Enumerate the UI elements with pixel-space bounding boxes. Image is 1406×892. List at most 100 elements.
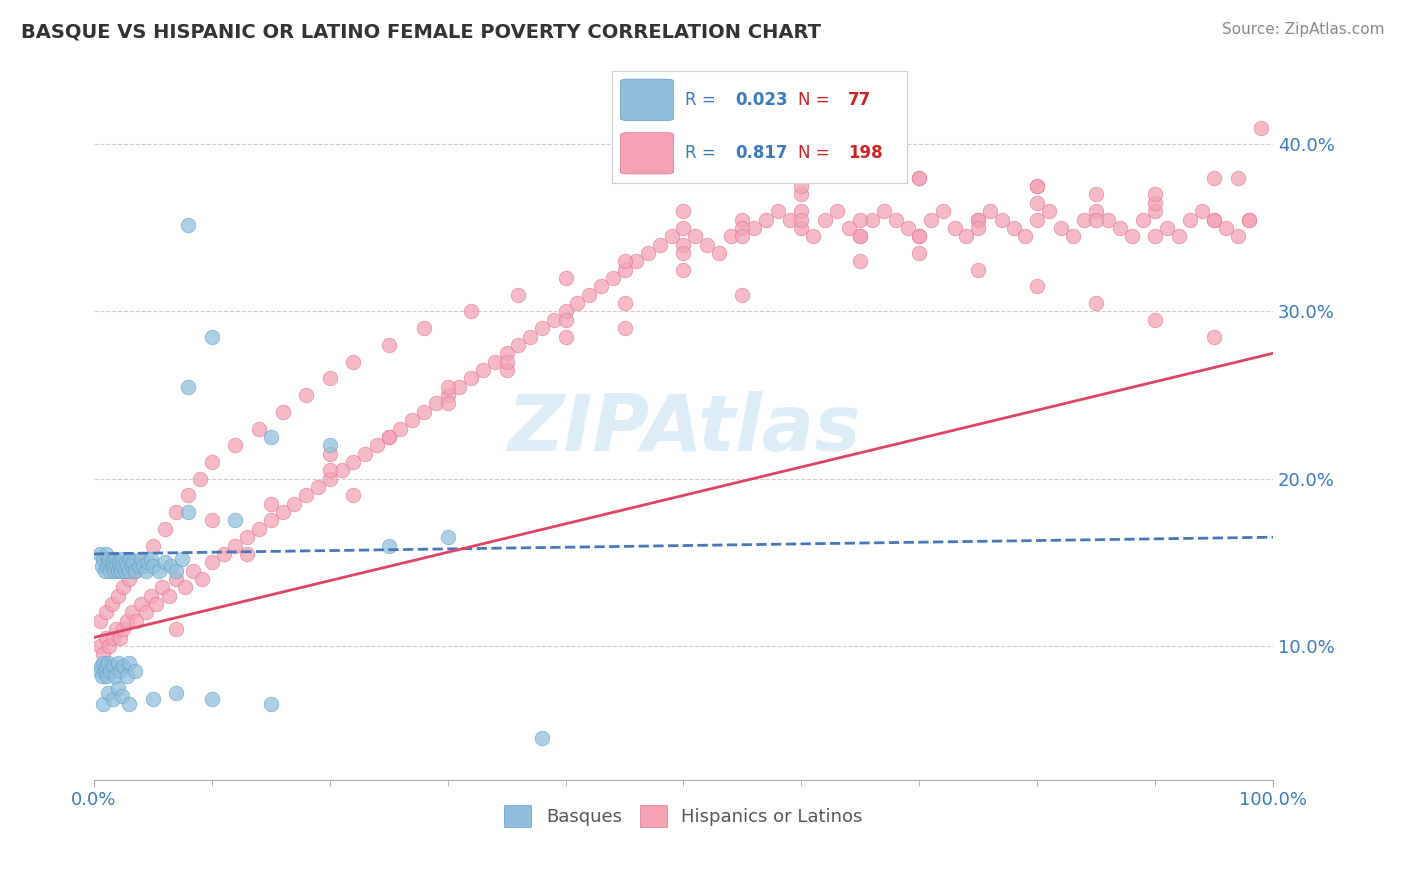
Point <box>93 564 115 578</box>
Point <box>97 686 120 700</box>
Point <box>142 692 165 706</box>
Point <box>271 505 294 519</box>
Point <box>108 558 131 573</box>
Point <box>93 698 115 712</box>
Point <box>94 547 117 561</box>
Point <box>554 304 576 318</box>
Point <box>150 580 173 594</box>
Point <box>554 313 576 327</box>
Point <box>129 552 152 566</box>
Point <box>177 488 200 502</box>
Point <box>860 212 883 227</box>
Point <box>153 555 176 569</box>
Point <box>107 656 129 670</box>
Point <box>121 606 143 620</box>
Point <box>139 552 162 566</box>
Point <box>613 254 636 268</box>
Point <box>172 552 194 566</box>
Point <box>377 430 399 444</box>
Point <box>1180 212 1202 227</box>
Point <box>260 430 283 444</box>
Point <box>1144 313 1167 327</box>
Point <box>103 564 125 578</box>
Point <box>260 513 283 527</box>
Point <box>530 321 553 335</box>
Point <box>707 246 730 260</box>
Point <box>825 204 848 219</box>
Point <box>1226 229 1249 244</box>
Text: N =: N = <box>797 91 830 109</box>
Point <box>100 597 122 611</box>
Point <box>153 522 176 536</box>
Point <box>101 558 124 573</box>
Point <box>696 237 718 252</box>
Point <box>790 220 813 235</box>
Point <box>145 597 167 611</box>
Point <box>1085 204 1108 219</box>
Text: N =: N = <box>797 145 830 162</box>
Point <box>554 329 576 343</box>
Point <box>991 212 1014 227</box>
Point <box>354 447 377 461</box>
Point <box>849 254 872 268</box>
Point <box>177 505 200 519</box>
Point <box>589 279 612 293</box>
Point <box>495 354 517 368</box>
Point <box>790 187 813 202</box>
Point <box>731 220 754 235</box>
Point <box>908 170 931 185</box>
Point <box>967 212 990 227</box>
Point <box>247 522 270 536</box>
Point <box>91 669 114 683</box>
Point <box>129 555 152 569</box>
Point <box>1002 220 1025 235</box>
Point <box>115 614 138 628</box>
Point <box>1132 212 1154 227</box>
Point <box>790 212 813 227</box>
Point <box>319 371 342 385</box>
Point <box>884 212 907 227</box>
Point <box>100 664 122 678</box>
Point <box>731 212 754 227</box>
Point <box>955 229 977 244</box>
Point <box>460 371 482 385</box>
Text: 77: 77 <box>848 91 872 109</box>
Point <box>111 552 134 566</box>
Point <box>377 338 399 352</box>
Point <box>495 346 517 360</box>
Point <box>110 564 132 578</box>
Point <box>295 388 318 402</box>
Point <box>1026 195 1049 210</box>
Point <box>896 220 918 235</box>
Point <box>118 656 141 670</box>
Point <box>377 539 399 553</box>
Point <box>330 463 353 477</box>
Point <box>319 447 342 461</box>
Point <box>96 669 118 683</box>
Point <box>1014 229 1036 244</box>
Point <box>401 413 423 427</box>
Point <box>307 480 329 494</box>
Point <box>105 622 128 636</box>
Point <box>1073 212 1095 227</box>
Point <box>201 455 224 469</box>
Point <box>201 555 224 569</box>
Point <box>779 212 801 227</box>
Point <box>124 564 146 578</box>
Point <box>89 639 111 653</box>
Point <box>979 204 1001 219</box>
Point <box>920 212 942 227</box>
Point <box>166 572 188 586</box>
Text: R =: R = <box>686 145 716 162</box>
Point <box>201 513 224 527</box>
Point <box>1026 212 1049 227</box>
Text: 198: 198 <box>848 145 883 162</box>
Point <box>613 262 636 277</box>
Point <box>166 622 188 636</box>
Point <box>1167 229 1189 244</box>
Point <box>413 321 436 335</box>
Point <box>377 430 399 444</box>
Point <box>121 555 143 569</box>
Point <box>567 296 589 310</box>
Point <box>224 513 246 527</box>
